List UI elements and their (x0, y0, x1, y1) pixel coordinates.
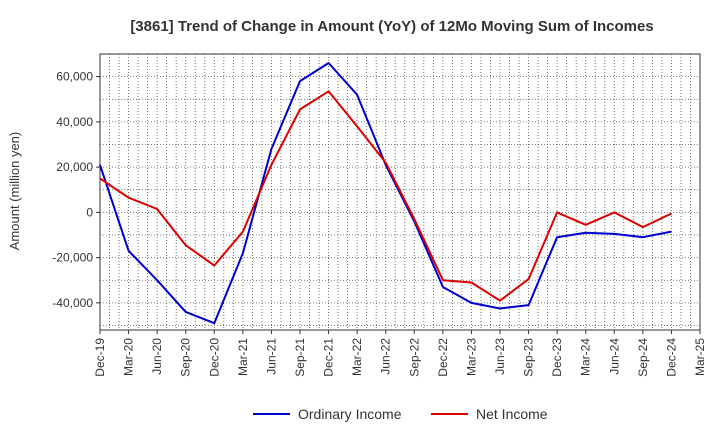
x-tick-label: Mar-22 (350, 338, 364, 376)
x-tick-label: Dec-24 (664, 338, 678, 377)
x-tick-label: Mar-25 (693, 338, 707, 376)
legend-label: Net Income (476, 406, 548, 422)
x-tick-label: Sep-20 (179, 338, 193, 377)
y-tick-label: -40,000 (52, 296, 93, 310)
x-tick-label: Mar-21 (236, 338, 250, 376)
x-tick-label: Sep-23 (522, 338, 536, 377)
x-tick-label: Mar-20 (122, 338, 136, 376)
x-tick-label: Mar-24 (579, 338, 593, 376)
x-tick-label: Jun-23 (493, 338, 507, 375)
y-tick-label: 60,000 (56, 70, 93, 84)
y-tick-label: 40,000 (56, 115, 93, 129)
y-tick-label: 20,000 (56, 160, 93, 174)
y-tick-label: 0 (86, 205, 93, 219)
chart-title: [3861] Trend of Change in Amount (YoY) o… (130, 18, 653, 35)
plot-area (99, 53, 701, 331)
x-tick-label: Dec-21 (322, 338, 336, 377)
x-tick-label: Dec-23 (550, 338, 564, 377)
x-tick-label: Mar-23 (464, 338, 478, 376)
x-tick-label: Dec-20 (207, 338, 221, 377)
x-tick-label: Dec-22 (436, 338, 450, 377)
legend-label: Ordinary Income (298, 406, 402, 422)
x-tick-label: Jun-24 (607, 338, 621, 375)
y-axis-ticks: 60,000 40,000 20,000 0 -20,000 -40,000 (52, 70, 100, 310)
x-tick-label: Jun-22 (379, 338, 393, 375)
series-line-ordinary-income (99, 62, 672, 325)
grid (100, 54, 700, 330)
legend: Ordinary Income Net Income (253, 406, 548, 422)
y-axis-label: Amount (million yen) (7, 132, 22, 251)
x-tick-label: Sep-21 (293, 338, 307, 377)
x-tick-label: Dec-19 (93, 338, 107, 377)
y-tick-label: -20,000 (52, 251, 93, 265)
x-tick-label: Sep-24 (636, 338, 650, 377)
series-line-net-income (99, 90, 672, 302)
x-tick-label: Sep-22 (407, 338, 421, 377)
x-tick-label: Jun-20 (150, 338, 164, 375)
x-axis-ticks: Dec-19 Mar-20 Jun-20 Sep-20 Dec-20 Mar-21 Jun-… (93, 330, 707, 377)
x-tick-label: Jun-21 (264, 338, 278, 375)
series-lines (99, 62, 672, 325)
